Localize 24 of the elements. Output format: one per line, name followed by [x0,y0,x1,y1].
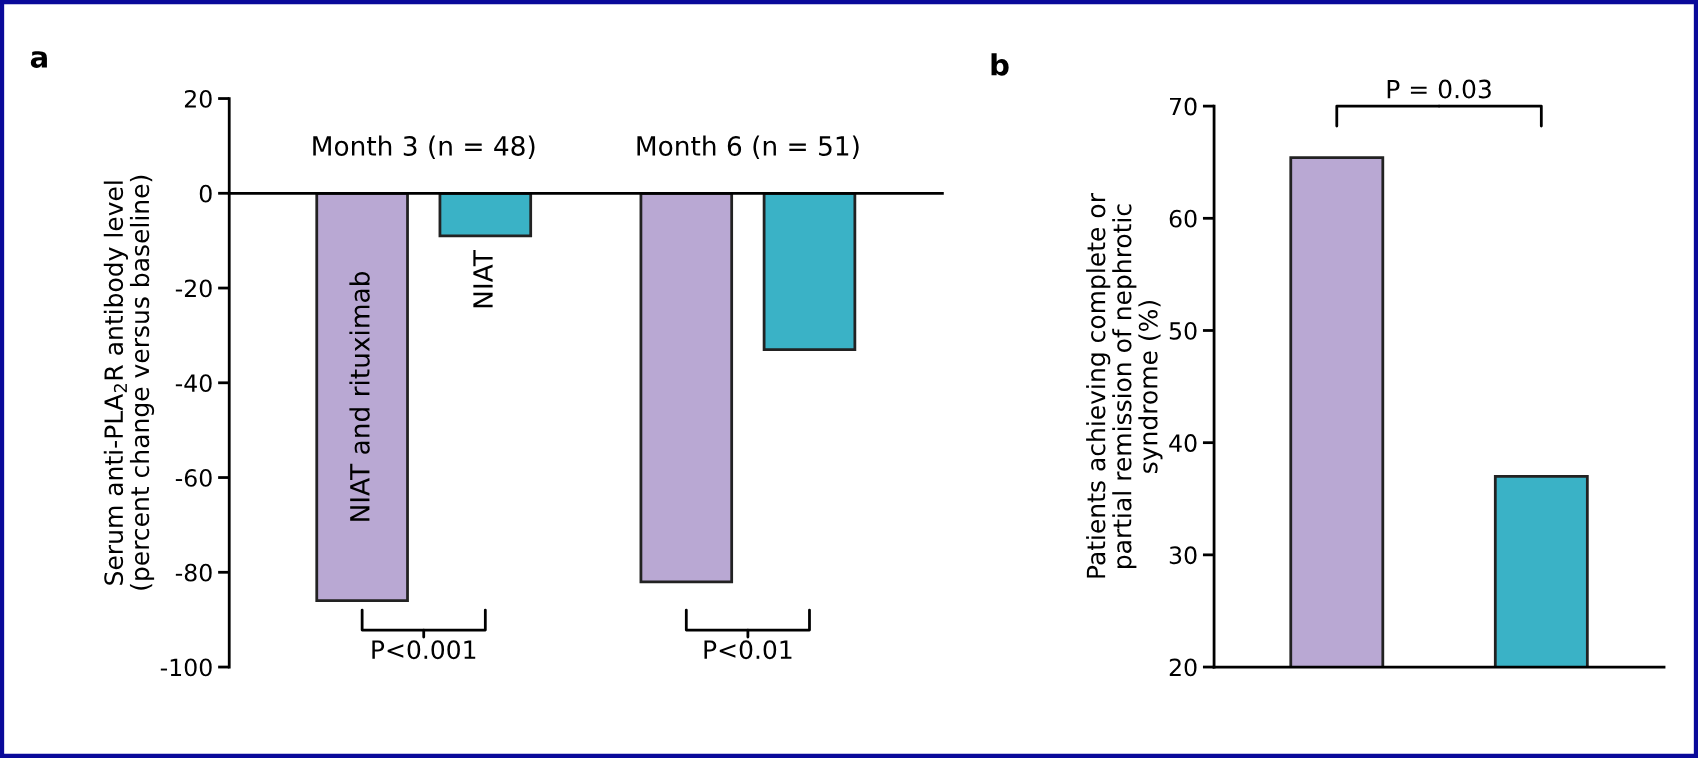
annotation: P<0.001 [372,640,476,660]
text: NIAT [473,250,493,308]
y-tick-label: 0 [199,184,212,203]
y-tick-label: -20 [175,279,212,298]
chart-title: a [30,51,47,68]
y-tick-label: 70 [1169,97,1197,116]
y-tick-label: 20 [184,89,212,108]
y-tick-label: -60 [175,468,212,487]
x-tick-label: Month 6 (n = 51) [637,135,859,160]
y-tick-label: 60 [1169,209,1197,228]
y-tick-label: -40 [175,374,212,393]
y-tick-label: 50 [1169,321,1197,340]
x-tick-label: Month 3 (n = 48) [313,135,535,160]
y-tick-label: -100 [160,658,212,677]
text: P = 0.03 [1387,79,1491,99]
chart-title: b [991,53,1009,76]
y-tick-label: 20 [1169,658,1197,677]
y-tick-label: -80 [175,563,212,582]
annotation: P<0.01 [704,640,792,660]
series-label: NIAT and rituximab [349,271,370,521]
y-axis-title: Serum anti-PLA$_{2}$R antibody level (percent change versus baseline) [103,175,155,590]
y-tick-label: 30 [1169,546,1197,565]
y-tick-label: 40 [1169,434,1197,452]
y-axis-title: Patients achieving complete or partial remission of nephrotic syndrome (%) [1086,193,1163,578]
